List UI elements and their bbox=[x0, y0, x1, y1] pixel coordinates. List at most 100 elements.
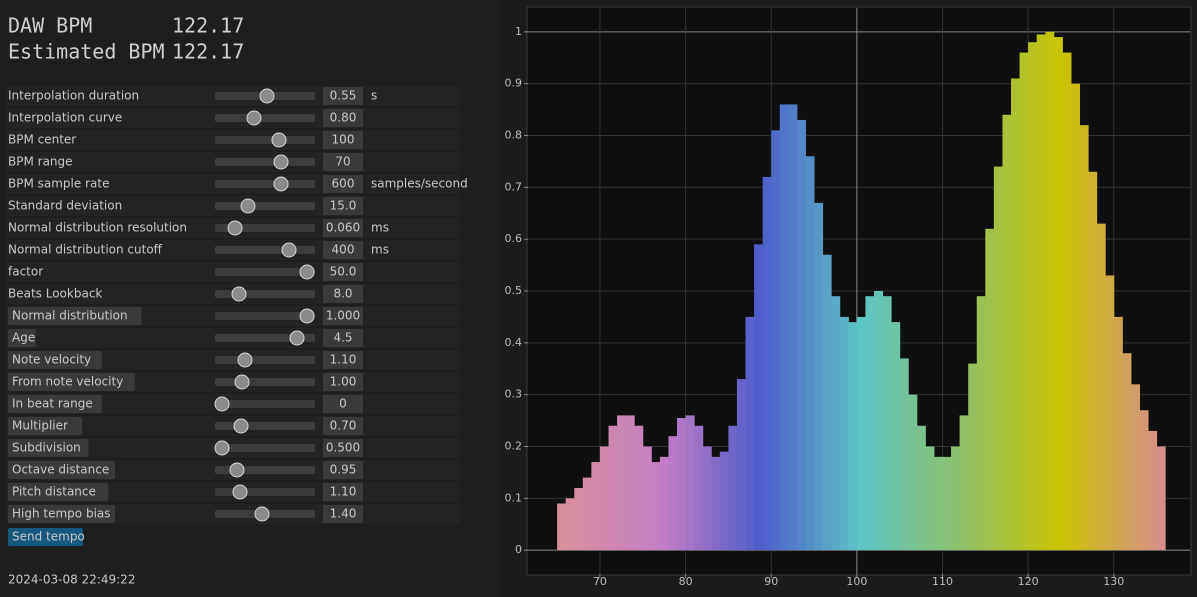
slider-track[interactable] bbox=[215, 246, 315, 254]
slider-knob[interactable] bbox=[233, 418, 249, 434]
slider-knob[interactable] bbox=[299, 264, 315, 280]
send-button-label[interactable]: Send tempo bbox=[12, 530, 85, 544]
toggle-label[interactable]: Multiplier bbox=[12, 419, 68, 433]
toggle-button[interactable] bbox=[8, 439, 89, 457]
value-box[interactable] bbox=[323, 307, 363, 325]
value-box[interactable] bbox=[323, 395, 363, 413]
value[interactable]: 1.40 bbox=[330, 507, 357, 521]
toggle-button[interactable] bbox=[8, 329, 36, 347]
value[interactable]: 600 bbox=[332, 177, 355, 191]
value[interactable]: 400 bbox=[332, 243, 355, 257]
slider-knob[interactable] bbox=[273, 176, 289, 192]
slider-track[interactable] bbox=[215, 488, 315, 496]
value-box[interactable] bbox=[323, 329, 363, 347]
slider-knob[interactable] bbox=[232, 484, 248, 500]
slider-knob[interactable] bbox=[214, 396, 230, 412]
value[interactable]: 1.00 bbox=[330, 375, 357, 389]
slider-track[interactable] bbox=[215, 114, 315, 122]
toggle-label[interactable]: Subdivision bbox=[12, 441, 81, 455]
value[interactable]: 70 bbox=[335, 155, 350, 169]
slider-knob[interactable] bbox=[289, 330, 305, 346]
value[interactable]: 1.000 bbox=[326, 309, 360, 323]
value-box[interactable] bbox=[323, 483, 363, 501]
slider-knob[interactable] bbox=[240, 198, 256, 214]
slider-knob[interactable] bbox=[246, 110, 262, 126]
toggle-button[interactable] bbox=[8, 373, 135, 391]
toggle-label[interactable]: Note velocity bbox=[12, 353, 91, 367]
value[interactable]: 1.10 bbox=[330, 353, 357, 367]
slider-track[interactable] bbox=[215, 356, 315, 364]
toggle-label[interactable]: High tempo bias bbox=[12, 507, 111, 521]
value-box[interactable] bbox=[323, 461, 363, 479]
send-button[interactable] bbox=[8, 528, 83, 546]
slider-track[interactable] bbox=[215, 136, 315, 144]
slider-knob[interactable] bbox=[299, 308, 315, 324]
slider-knob[interactable] bbox=[273, 154, 289, 170]
value[interactable]: 0.060 bbox=[326, 221, 360, 235]
slider-track[interactable] bbox=[215, 202, 315, 210]
value-box[interactable] bbox=[323, 241, 363, 259]
value-box[interactable] bbox=[323, 285, 363, 303]
slider-knob[interactable] bbox=[271, 132, 287, 148]
value[interactable]: 100 bbox=[332, 133, 355, 147]
toggle-label[interactable]: Pitch distance bbox=[12, 485, 96, 499]
value-box[interactable] bbox=[323, 175, 363, 193]
slider-knob[interactable] bbox=[281, 242, 297, 258]
value[interactable]: 0 bbox=[339, 397, 347, 411]
value[interactable]: 0.95 bbox=[330, 463, 357, 477]
slider-knob[interactable] bbox=[254, 506, 270, 522]
value[interactable]: 50.0 bbox=[330, 265, 357, 279]
slider-knob[interactable] bbox=[214, 440, 230, 456]
toggle-button[interactable] bbox=[8, 461, 115, 479]
toggle-button[interactable] bbox=[8, 505, 115, 523]
toggle-label[interactable]: From note velocity bbox=[12, 375, 123, 389]
toggle-label[interactable]: Octave distance bbox=[12, 463, 109, 477]
slider-knob[interactable] bbox=[229, 462, 245, 478]
slider-track[interactable] bbox=[215, 400, 315, 408]
slider-track[interactable] bbox=[215, 180, 315, 188]
bar bbox=[668, 436, 678, 551]
value-box[interactable] bbox=[323, 439, 363, 457]
slider-track[interactable] bbox=[215, 378, 315, 386]
value[interactable]: 0.55 bbox=[330, 89, 357, 103]
toggle-label[interactable]: Age bbox=[12, 331, 35, 345]
value-box[interactable] bbox=[323, 131, 363, 149]
value[interactable]: 15.0 bbox=[330, 199, 357, 213]
value[interactable]: 0.80 bbox=[330, 111, 357, 125]
slider-track[interactable] bbox=[215, 312, 315, 320]
slider-track[interactable] bbox=[215, 444, 315, 452]
value-box[interactable] bbox=[323, 197, 363, 215]
slider-track[interactable] bbox=[215, 268, 315, 276]
value-box[interactable] bbox=[323, 153, 363, 171]
value-box[interactable] bbox=[323, 351, 363, 369]
value[interactable]: 0.70 bbox=[330, 419, 357, 433]
slider-track[interactable] bbox=[215, 422, 315, 430]
toggle-label[interactable]: In beat range bbox=[12, 397, 93, 411]
toggle-button[interactable] bbox=[8, 307, 142, 325]
value[interactable]: 8.0 bbox=[333, 287, 352, 301]
value[interactable]: 4.5 bbox=[333, 331, 352, 345]
slider-knob[interactable] bbox=[237, 352, 253, 368]
toggle-label[interactable]: Normal distribution bbox=[12, 309, 128, 323]
bar bbox=[599, 446, 610, 551]
toggle-button[interactable] bbox=[8, 395, 102, 413]
value-box[interactable] bbox=[323, 373, 363, 391]
slider-knob[interactable] bbox=[227, 220, 243, 236]
slider-track[interactable] bbox=[215, 158, 315, 166]
value-box[interactable] bbox=[323, 263, 363, 281]
slider-knob[interactable] bbox=[234, 374, 250, 390]
toggle-button[interactable] bbox=[8, 483, 109, 501]
value[interactable]: 1.10 bbox=[330, 485, 357, 499]
toggle-button[interactable] bbox=[8, 417, 82, 435]
toggle-button[interactable] bbox=[8, 351, 102, 369]
value-box[interactable] bbox=[323, 505, 363, 523]
slider-knob[interactable] bbox=[231, 286, 247, 302]
value-box[interactable] bbox=[323, 109, 363, 127]
y-tick-label: 0.1 bbox=[505, 491, 523, 504]
value-box[interactable] bbox=[323, 417, 363, 435]
slider-knob[interactable] bbox=[259, 88, 275, 104]
value-box[interactable] bbox=[323, 87, 363, 105]
slider-track[interactable] bbox=[215, 290, 315, 298]
value[interactable]: 0.500 bbox=[326, 441, 360, 455]
value-box[interactable] bbox=[323, 219, 363, 237]
